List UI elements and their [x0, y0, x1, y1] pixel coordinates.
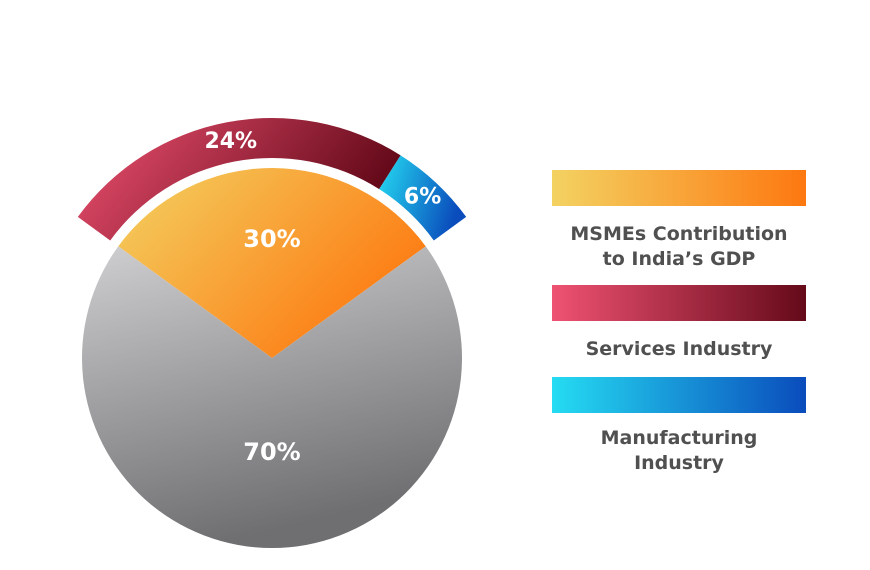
- data-label: 30%: [243, 225, 300, 253]
- ring-segment: [77, 118, 401, 241]
- legend-swatch: [552, 377, 806, 413]
- data-label: 6%: [404, 185, 441, 210]
- pie-slice: [118, 168, 426, 358]
- legend-swatch: [552, 285, 806, 321]
- legend-label: Services Industry: [585, 338, 773, 360]
- pie-slice: [82, 246, 462, 548]
- legend-label: Manufacturing Industry: [600, 427, 758, 474]
- legend-label: MSMEs Contribution to India’s GDP: [570, 223, 788, 270]
- ring-segment: [379, 155, 467, 241]
- data-label: 24%: [204, 129, 257, 154]
- data-label: 70%: [243, 438, 300, 466]
- legend-swatch: [552, 170, 806, 206]
